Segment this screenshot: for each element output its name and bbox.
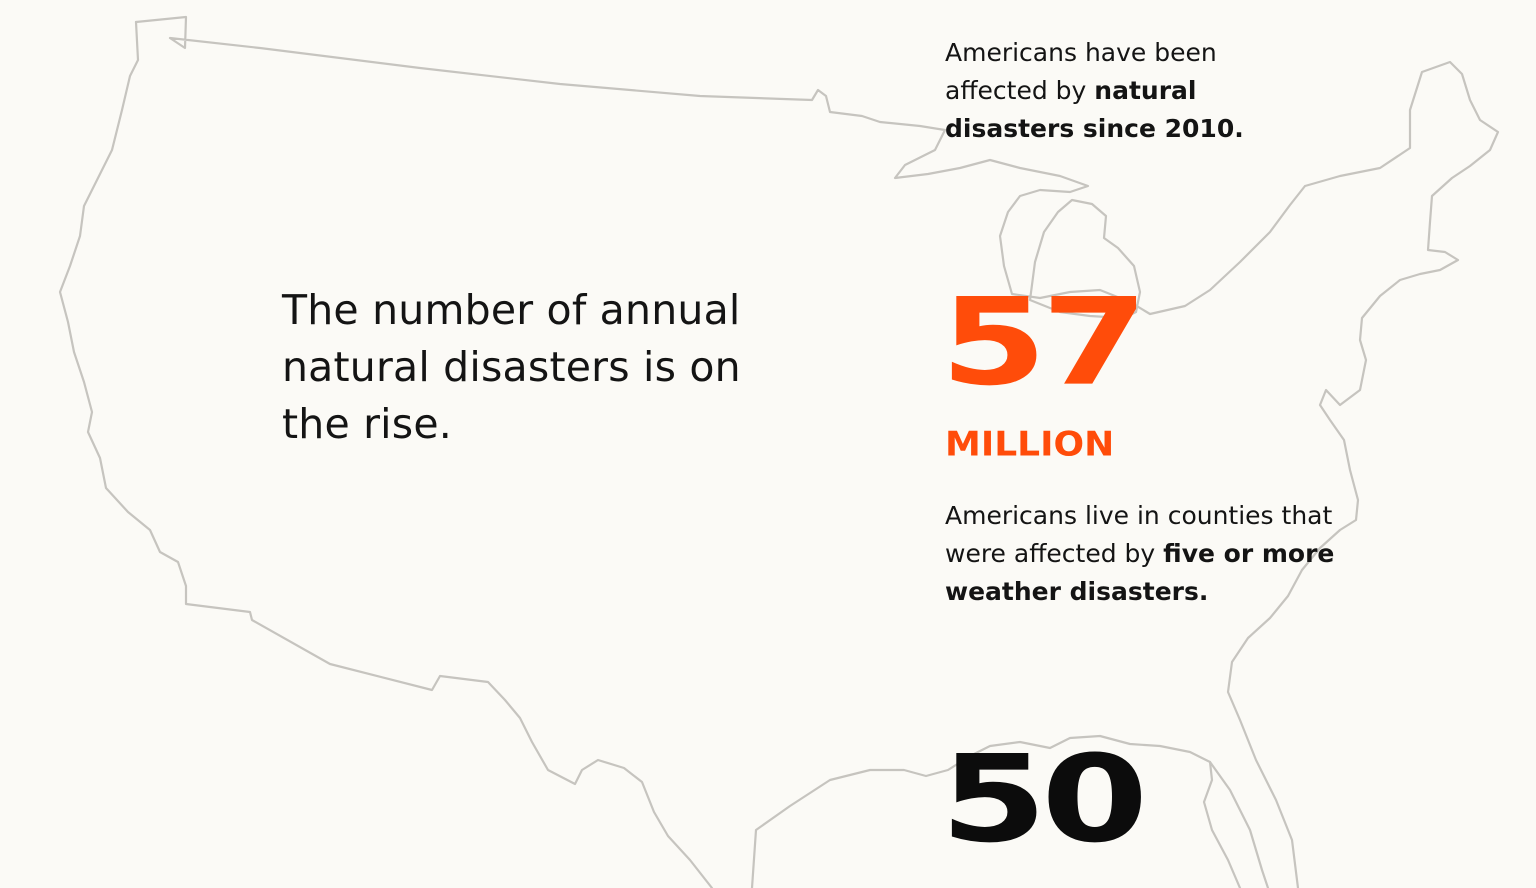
stat-57-caption-emphasis: five or more weather disasters. bbox=[945, 539, 1335, 606]
stat-57-number: 57 bbox=[940, 272, 1148, 413]
stat-57-caption-prefix: Americans live in counties that were aff… bbox=[945, 501, 1333, 568]
us-southwest-outline bbox=[58, 20, 714, 888]
stat-top-caption-emphasis: natural disasters since 2010. bbox=[945, 76, 1244, 143]
michigan-outline bbox=[1028, 198, 1142, 320]
florida-outline bbox=[1208, 760, 1270, 888]
stat-top-caption-prefix: Americans have been affected by bbox=[945, 38, 1217, 105]
stat-57-unit: MILLION bbox=[945, 425, 1115, 465]
stat-top-caption: Americans have been affected by natural … bbox=[945, 34, 1285, 148]
us-mainland-outline bbox=[134, 15, 1500, 888]
stat-50-number: 50 bbox=[940, 729, 1148, 870]
us-gulf-coast-outline bbox=[750, 734, 1242, 888]
stat-57-caption: Americans live in counties that were aff… bbox=[945, 497, 1345, 611]
headline: The number of annual natural disasters i… bbox=[282, 286, 741, 448]
